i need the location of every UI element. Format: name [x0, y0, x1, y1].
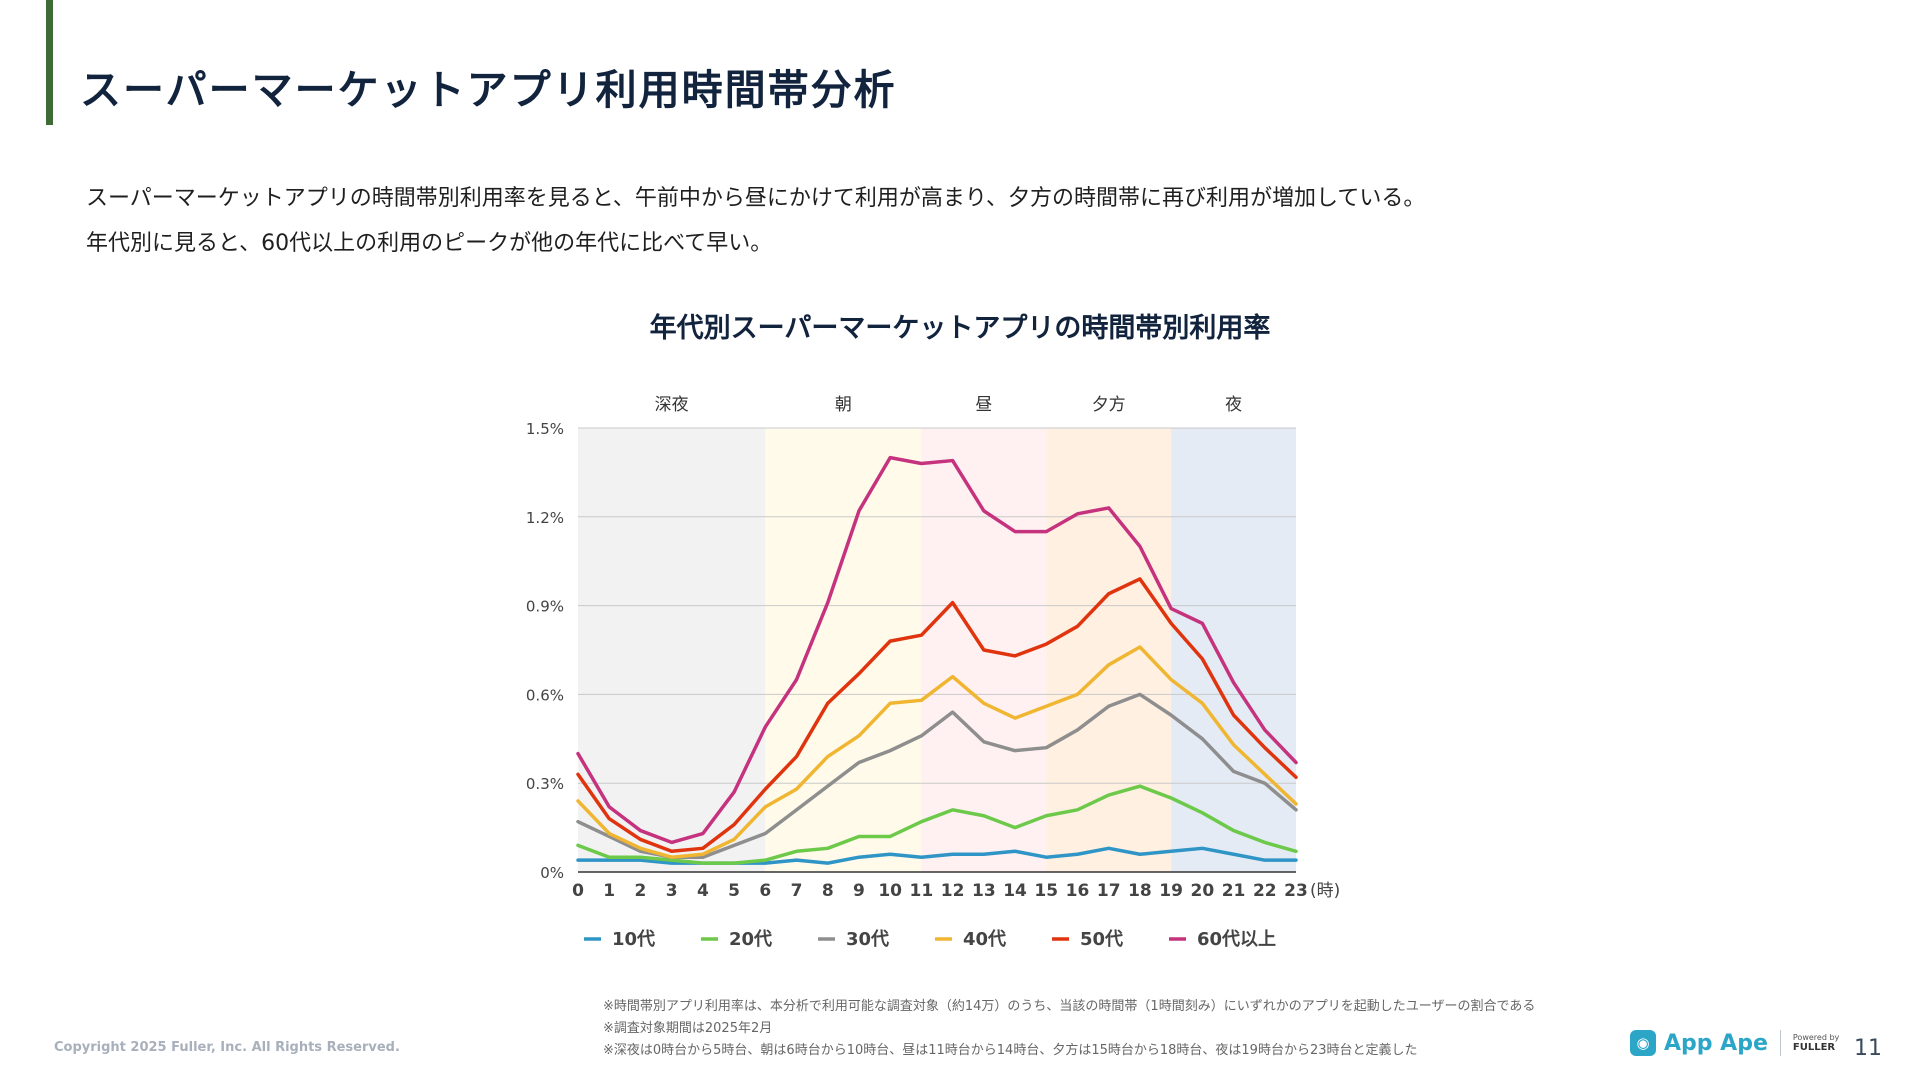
y-tick-label-4: 1.2% — [526, 509, 564, 527]
footnote-3: ※深夜は0時台から5時台、朝は6時台から10時台、昼は11時台から14時台、夕方… — [603, 1043, 1418, 1058]
x-tick-label-1: 1 — [603, 881, 615, 901]
legend-label-2: 30代 — [846, 929, 889, 950]
footnote-2: ※調査対象期間は2025年2月 — [603, 1021, 773, 1036]
x-tick-label-17: 17 — [1097, 881, 1121, 901]
band-4 — [1171, 428, 1296, 872]
x-axis-unit: (時) — [1310, 881, 1340, 901]
powered-by: Powered by FULLER — [1793, 1033, 1839, 1053]
app-ape-logo: ◉ App Ape Powered by FULLER — [1630, 1030, 1839, 1056]
y-tick-label-1: 0.3% — [526, 775, 564, 793]
x-tick-label-9: 9 — [853, 881, 865, 901]
x-tick-label-23: 23 — [1284, 881, 1308, 901]
copyright: Copyright 2025 Fuller, Inc. All Rights R… — [54, 1040, 400, 1055]
fuller-logo-text: FULLER — [1792, 1042, 1836, 1053]
page-title: スーパーマーケットアプリ利用時間帯分析 — [80, 66, 897, 114]
x-tick-label-22: 22 — [1253, 881, 1277, 901]
series-line-3 — [576, 645, 1298, 859]
x-tick-label-12: 12 — [941, 881, 965, 901]
x-tick-label-14: 14 — [1003, 881, 1027, 901]
legend-label-5: 60代以上 — [1197, 929, 1276, 950]
description: スーパーマーケットアプリの時間帯別利用率を見ると、午前中から昼にかけて利用が高ま… — [86, 176, 1425, 266]
description-line-1: スーパーマーケットアプリの時間帯別利用率を見ると、午前中から昼にかけて利用が高ま… — [86, 186, 1426, 211]
y-tick-label-3: 0.9% — [526, 598, 564, 616]
band-1 — [765, 428, 922, 872]
series-line-2 — [576, 692, 1298, 859]
series-line-1 — [576, 784, 1298, 865]
legend-label-1: 20代 — [729, 929, 772, 950]
x-tick-label-18: 18 — [1128, 881, 1152, 901]
chart-title: 年代別スーパーマーケットアプリの時間帯別利用率 — [649, 313, 1271, 344]
powered-by-label: Powered by — [1792, 1033, 1840, 1042]
footnote-1: ※時間帯別アプリ利用率は、本分析で利用可能な調査対象（約14万）のうち、当該の時… — [603, 999, 1536, 1014]
logo-divider — [1779, 1030, 1781, 1056]
band-label-2: 昼 — [975, 395, 992, 415]
band-label-3: 夕方 — [1092, 395, 1126, 415]
x-tick-label-3: 3 — [666, 881, 678, 901]
y-tick-label-5: 1.5% — [526, 420, 564, 438]
x-tick-label-11: 11 — [910, 881, 934, 901]
x-tick-label-4: 4 — [697, 881, 709, 901]
description-line-2: 年代別に見ると、60代以上の利用のピークが他の年代に比べて早い。 — [86, 231, 773, 256]
x-tick-label-16: 16 — [1066, 881, 1090, 901]
band-label-0: 深夜 — [655, 395, 689, 415]
footnotes: ※時間帯別アプリ利用率は、本分析で利用可能な調査対象（約14万）のうち、当該の時… — [603, 996, 1535, 1062]
band-0 — [578, 428, 766, 872]
x-tick-label-20: 20 — [1191, 881, 1215, 901]
x-tick-label-6: 6 — [759, 881, 771, 901]
band-label-4: 夜 — [1225, 395, 1242, 415]
x-tick-label-13: 13 — [972, 881, 996, 901]
x-tick-label-10: 10 — [878, 881, 902, 901]
x-tick-label-8: 8 — [822, 881, 834, 901]
legend-label-0: 10代 — [612, 929, 655, 950]
page-number: 11 — [1854, 1036, 1882, 1061]
y-tick-label-2: 0.6% — [526, 686, 564, 704]
app-ape-icon: ◉ — [1630, 1030, 1656, 1056]
x-tick-label-0: 0 — [572, 881, 584, 901]
series-line-5 — [576, 455, 1298, 845]
logo-text: App Ape — [1664, 1030, 1768, 1056]
x-tick-label-7: 7 — [791, 881, 803, 901]
band-3 — [1046, 428, 1172, 872]
band-label-1: 朝 — [835, 395, 852, 415]
x-tick-label-21: 21 — [1222, 881, 1246, 901]
legend-label-4: 50代 — [1080, 929, 1123, 950]
x-tick-label-2: 2 — [635, 881, 647, 901]
series-line-4 — [576, 577, 1298, 854]
y-tick-label-0: 0% — [540, 864, 564, 882]
legend-label-3: 40代 — [963, 929, 1006, 950]
x-tick-label-19: 19 — [1159, 881, 1183, 901]
title-accent-bar — [46, 0, 53, 125]
x-tick-label-5: 5 — [728, 881, 740, 901]
x-tick-label-15: 15 — [1034, 881, 1058, 901]
